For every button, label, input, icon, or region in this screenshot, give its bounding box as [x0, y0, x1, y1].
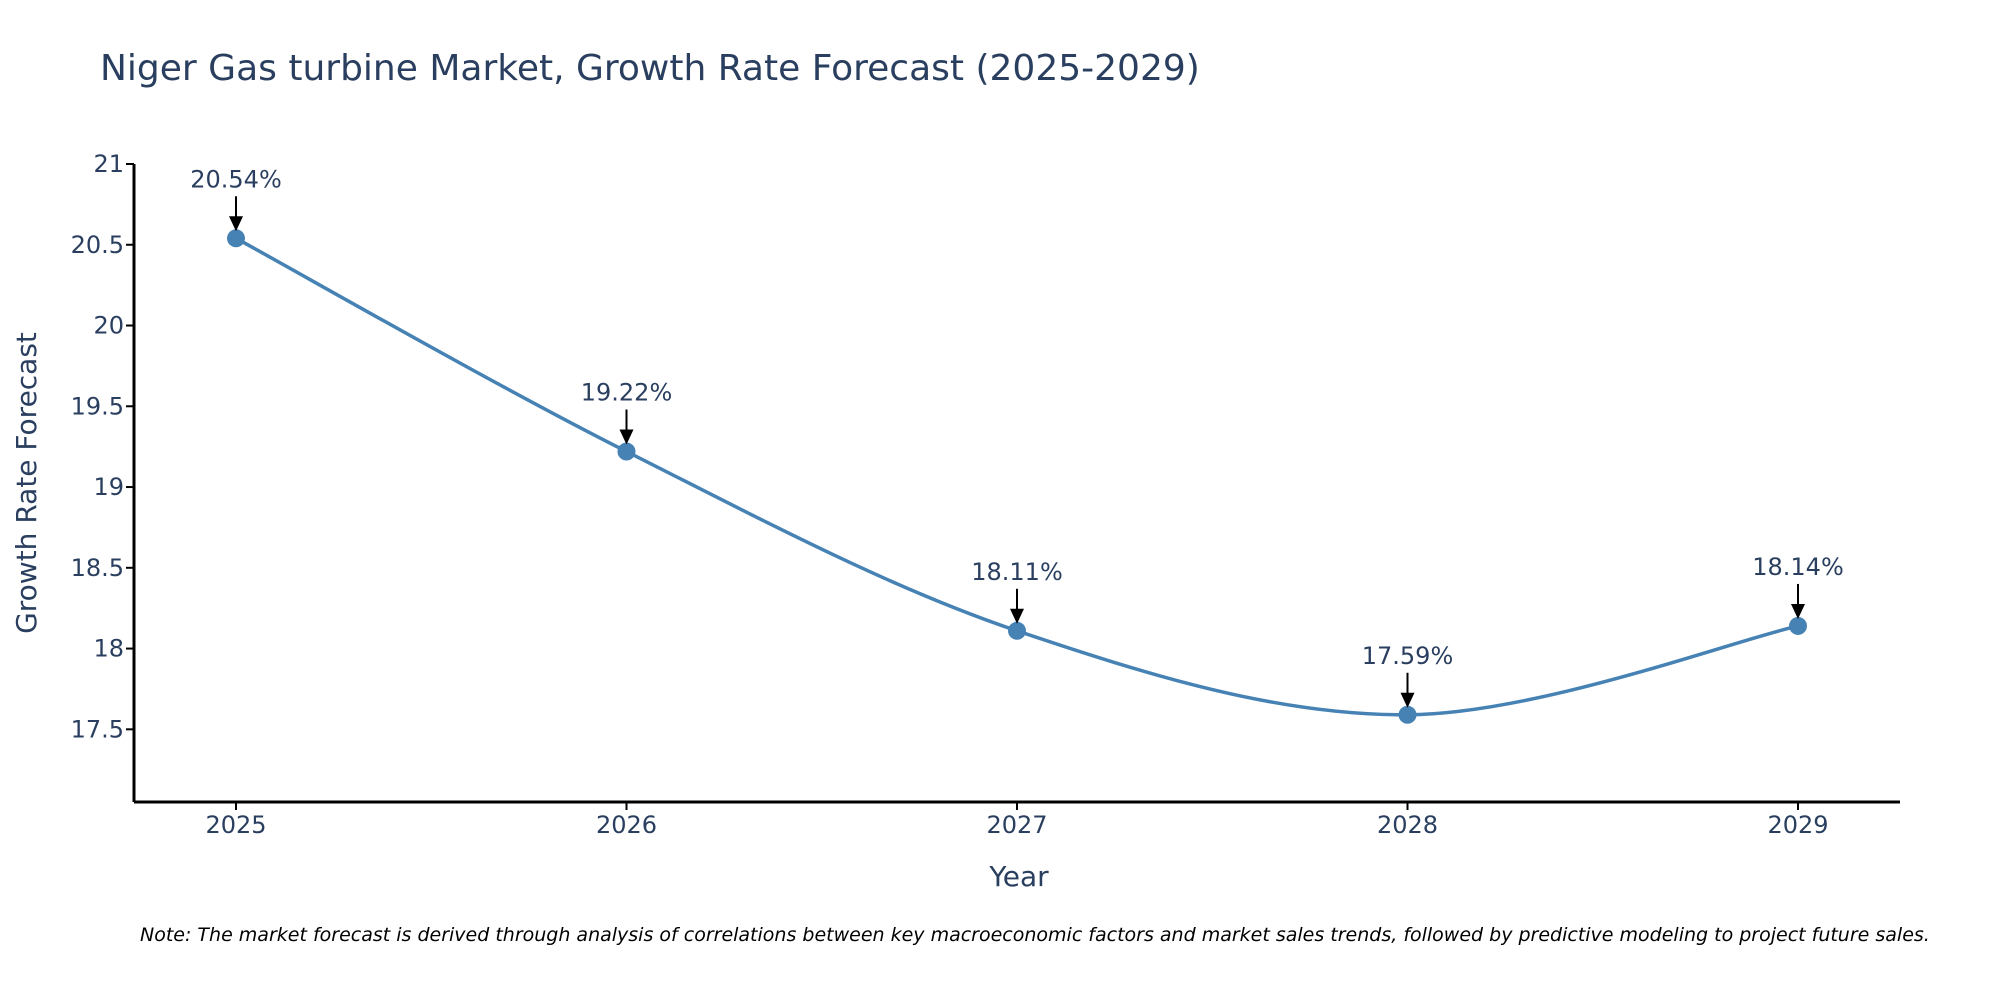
footnote: Note: The market forecast is derived thr… — [140, 924, 1930, 946]
y-tick-label: 21 — [93, 150, 124, 178]
data-point — [227, 229, 245, 248]
data-label: 18.14% — [1752, 553, 1844, 581]
data-point — [617, 442, 636, 461]
annotation-arrow-head — [229, 216, 243, 232]
y-tick-label: 18 — [93, 635, 124, 663]
annotation-arrow-head — [1400, 692, 1415, 708]
data-point — [1008, 621, 1026, 640]
x-tick-label: 2027 — [986, 811, 1047, 839]
data-label: 17.59% — [1362, 642, 1454, 670]
data-point — [1789, 616, 1807, 635]
annotation-arrow-head — [1791, 603, 1805, 619]
chart-title: Niger Gas turbine Market, Growth Rate Fo… — [100, 48, 1200, 89]
x-axis-ticks: 2025 2026 2027 2028 2029 — [205, 802, 1829, 839]
y-axis-title: Growth Rate Forecast — [10, 332, 43, 634]
annotation-arrow-head — [619, 429, 634, 445]
x-tick-label: 2026 — [596, 811, 657, 839]
y-axis-ticks: 17.5 18 18.5 19 19.5 20 20.5 21 — [71, 150, 134, 743]
x-tick-label: 2028 — [1377, 811, 1438, 839]
data-label: 19.22% — [581, 379, 673, 407]
x-tick-label: 2029 — [1767, 811, 1828, 839]
y-tick-label: 20 — [93, 312, 124, 340]
data-label: 20.54% — [190, 165, 282, 193]
data-point — [1398, 705, 1417, 724]
x-tick-label: 2025 — [205, 811, 266, 839]
y-tick-label: 19.5 — [71, 392, 124, 420]
data-points — [227, 229, 1807, 724]
data-label: 18.11% — [971, 558, 1063, 586]
y-tick-label: 20.5 — [71, 231, 124, 259]
annotation-arrow-head — [1010, 608, 1024, 624]
y-tick-label: 19 — [93, 473, 124, 501]
data-annotations: 20.54% 19.22% 18.11% 17.59% 18.14% — [190, 165, 1844, 708]
series-line — [235, 236, 1799, 717]
x-axis-title: Year — [988, 860, 1049, 893]
y-tick-label: 17.5 — [71, 715, 124, 743]
y-tick-label: 18.5 — [71, 554, 124, 582]
